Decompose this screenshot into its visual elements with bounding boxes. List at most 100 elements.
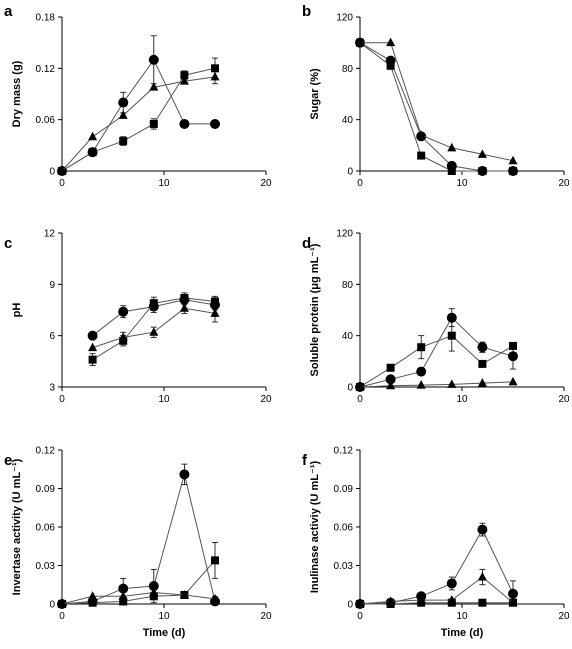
y-tick-label: 0	[347, 600, 353, 611]
data-point-square	[211, 64, 219, 73]
y-tick-label: 12	[44, 229, 56, 240]
data-point-triangle	[447, 142, 457, 152]
data-point-circle	[416, 366, 427, 377]
data-point-triangle	[210, 71, 220, 81]
series-line	[61, 67, 216, 172]
y-axis-label: Inulinase activiy (U mL⁻¹)	[309, 461, 321, 594]
series-line	[61, 58, 215, 172]
data-point-triangle	[355, 37, 365, 47]
x-tick-label: 0	[59, 178, 65, 189]
x-axis-label: Time (d)	[441, 627, 484, 639]
x-tick-label: 20	[260, 394, 272, 405]
data-point-triangle	[57, 599, 67, 608]
series-circle	[57, 35, 220, 176]
series-line	[61, 76, 216, 172]
data-point-triangle	[416, 380, 426, 389]
series-line	[359, 335, 514, 388]
chart-panel-c: c 3 6 9 12 0 10 20 pH	[4, 229, 272, 406]
data-point-circle	[148, 581, 159, 592]
y-tick-label: 0.06	[334, 523, 354, 534]
data-point-triangle	[447, 595, 457, 604]
series-triangle	[355, 568, 518, 608]
y-axis-label: Sugar (%)	[309, 68, 321, 120]
y-tick-label: 0	[347, 383, 353, 394]
panel-letter: c	[4, 235, 12, 252]
series-triangle	[57, 69, 220, 175]
y-tick-label: 9	[49, 280, 55, 291]
y-tick-label: 0.03	[36, 561, 56, 572]
data-point-square	[417, 151, 426, 160]
y-tick-label: 0	[347, 167, 353, 178]
series-line	[61, 560, 216, 605]
series-line	[359, 576, 514, 605]
series-square	[58, 57, 219, 175]
y-tick-label: 120	[336, 229, 353, 240]
data-point-triangle	[179, 590, 189, 599]
x-tick-label: 10	[456, 611, 468, 622]
data-point-circle	[446, 578, 457, 589]
data-point-triangle	[210, 308, 220, 317]
data-point-square	[180, 294, 189, 303]
series-line	[360, 42, 514, 162]
data-point-triangle	[57, 166, 67, 175]
y-tick-label: 0.03	[334, 561, 354, 572]
x-tick-label: 20	[260, 611, 272, 622]
data-point-triangle	[118, 110, 128, 119]
data-point-triangle	[88, 591, 98, 600]
data-point-circle	[385, 374, 396, 385]
data-point-triangle	[477, 378, 487, 387]
data-point-square	[119, 597, 128, 606]
data-point-triangle	[179, 76, 189, 85]
data-point-square	[119, 137, 128, 146]
x-tick-label: 20	[558, 178, 570, 189]
data-point-triangle	[416, 130, 426, 139]
data-point-triangle	[508, 597, 518, 607]
data-point-circle	[477, 524, 488, 535]
data-point-square	[478, 167, 487, 175]
data-point-triangle	[355, 382, 365, 391]
data-point-square	[478, 359, 487, 368]
x-tick-label: 0	[357, 394, 363, 405]
y-tick-label: 80	[342, 64, 354, 75]
x-tick-label: 0	[59, 394, 65, 405]
panel-letter: f	[302, 452, 308, 469]
series-square	[58, 542, 219, 608]
x-tick-label: 0	[357, 611, 363, 622]
y-tick-label: 0.12	[36, 446, 56, 457]
data-point-square	[149, 592, 158, 601]
y-axis-label: Soluble protein (μg mL⁻¹)	[309, 243, 321, 376]
data-point-triangle	[508, 155, 518, 165]
series-triangle	[355, 37, 518, 165]
chart-panel-f: f 0 0.03 0.06 0.09 0.12 0 10 20 Inulinase activiy…	[302, 446, 570, 640]
data-point-triangle	[118, 591, 128, 600]
y-tick-label: 0	[49, 600, 55, 611]
data-point-triangle	[477, 149, 487, 158]
series-circle	[355, 308, 518, 392]
data-point-square	[386, 61, 395, 70]
series-line	[360, 602, 513, 605]
data-point-circle	[87, 330, 98, 341]
series-triangle	[57, 587, 220, 608]
data-point-circle	[179, 469, 190, 480]
y-tick-label: 0.12	[36, 64, 56, 75]
data-point-triangle	[210, 593, 220, 603]
data-point-triangle	[508, 376, 518, 386]
y-tick-label: 6	[49, 331, 55, 342]
chart-panel-d: d 0 40 80 120 0 10 20 Soluble protein (μg mL⁻¹)	[302, 229, 570, 406]
y-axis-label: Invertase activity (U mL⁻¹)	[11, 458, 23, 595]
y-tick-label: 80	[342, 280, 354, 291]
data-point-triangle	[88, 131, 98, 141]
series-triangle	[355, 376, 518, 391]
data-point-square	[478, 598, 487, 607]
data-point-triangle	[386, 596, 396, 605]
x-tick-label: 0	[59, 611, 65, 622]
x-tick-label: 0	[357, 178, 363, 189]
series-square	[356, 319, 517, 391]
x-axis-label: Time (d)	[143, 627, 186, 639]
data-point-circle	[508, 588, 518, 599]
y-axis-label: Dry mass (g)	[11, 60, 23, 127]
data-point-triangle	[386, 380, 396, 390]
data-point-triangle	[179, 303, 189, 312]
data-point-triangle	[386, 37, 396, 47]
data-point-circle	[118, 583, 129, 594]
